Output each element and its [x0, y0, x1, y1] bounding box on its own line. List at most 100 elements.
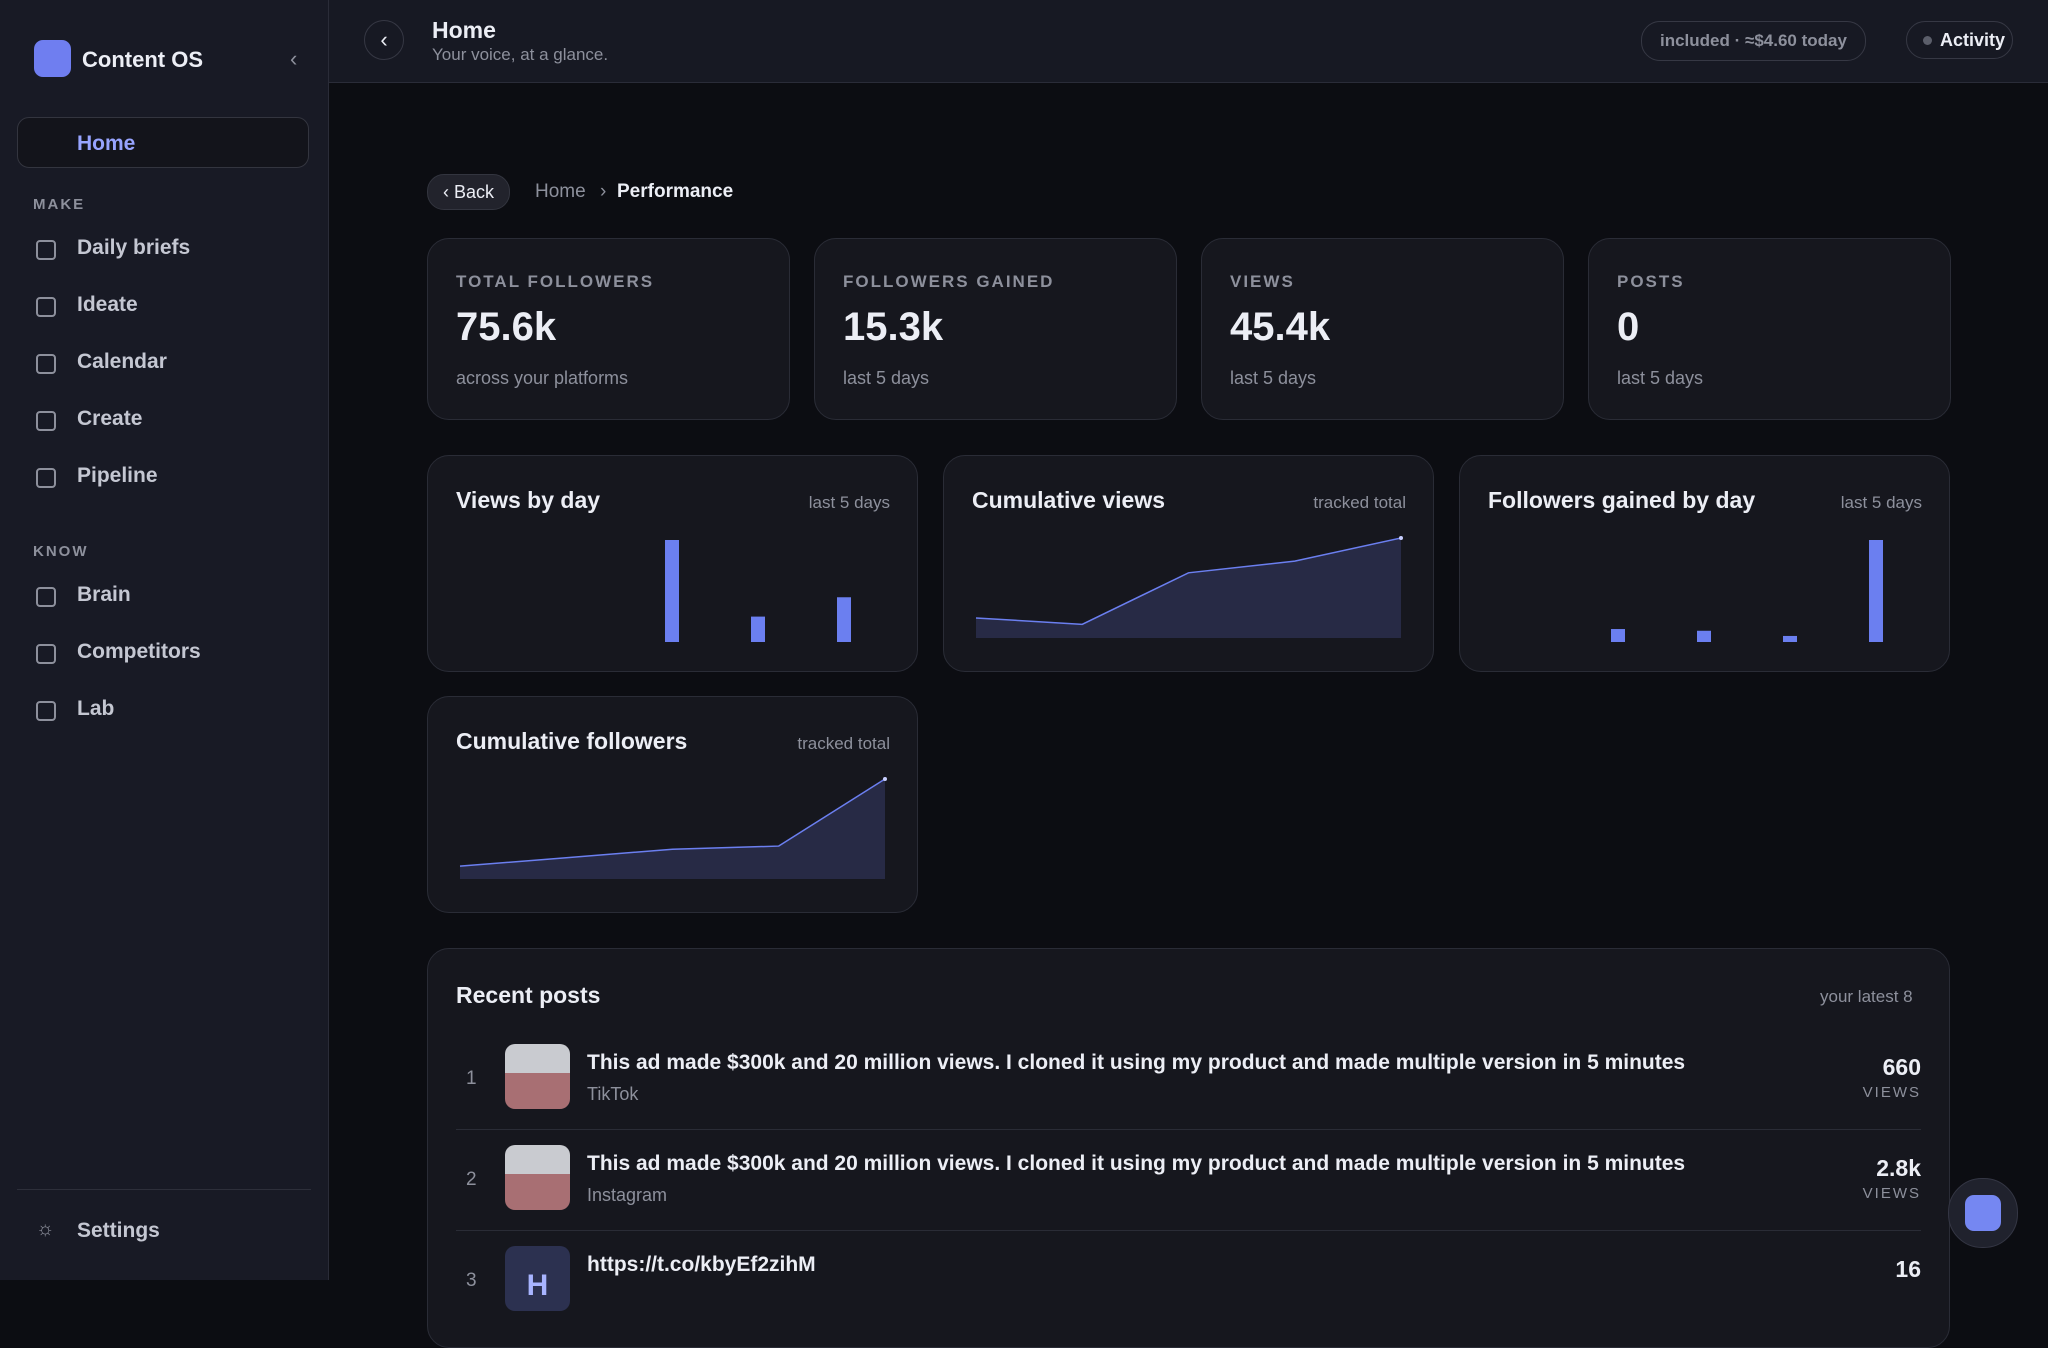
- nav-item[interactable]: Brain: [77, 583, 131, 606]
- back-button[interactable]: ‹: [364, 20, 404, 60]
- line: [975, 537, 1402, 626]
- nav-settings[interactable]: Settings: [77, 1219, 160, 1242]
- end-point: [883, 777, 887, 781]
- stat-label: VIEWS: [1230, 272, 1295, 291]
- chart: [459, 777, 887, 879]
- stat-label: FOLLOWERS GAINED: [843, 272, 1055, 291]
- end-point: [1399, 536, 1403, 540]
- post-unit: VIEWS: [1862, 1084, 1921, 1101]
- chart-note: tracked total: [1313, 493, 1406, 512]
- stat-value: 75.6k: [456, 305, 557, 349]
- nav-icon: [36, 297, 56, 317]
- activity[interactable]: [1906, 21, 2013, 59]
- post-value: 2.8k: [1876, 1155, 1921, 1181]
- sidebar: [0, 0, 329, 1280]
- divider: [17, 1189, 311, 1190]
- stat-card: [1588, 238, 1951, 420]
- chart: [975, 536, 1403, 638]
- stat-note: last 5 days: [1617, 368, 1704, 388]
- post-title: https://t.co/kbyEf2zihM: [587, 1253, 816, 1276]
- nav-icon: [36, 701, 56, 721]
- stat-card: [814, 238, 1177, 420]
- chart: [665, 540, 851, 642]
- nav-item[interactable]: Create: [77, 407, 143, 430]
- row-divider: [456, 1129, 1921, 1130]
- line: [459, 778, 886, 867]
- rank: 1: [466, 1068, 477, 1089]
- chart-title: Followers gained by day: [1488, 487, 1756, 513]
- nav-item[interactable]: Ideate: [77, 293, 138, 316]
- recent-title: Recent posts: [456, 982, 601, 1008]
- header-subtitle: Your voice, at a glance.: [432, 45, 609, 64]
- bar: [1783, 635, 1797, 642]
- stat-value: 15.3k: [843, 305, 944, 349]
- nav-icon: [36, 240, 56, 260]
- rank: 3: [466, 1270, 477, 1291]
- nav-icon: [36, 411, 56, 431]
- thumbnail: [505, 1145, 570, 1210]
- recent-posts: [427, 948, 1950, 1348]
- assistant[interactable]: [1948, 1178, 2018, 1248]
- post-unit: VIEWS: [1862, 1185, 1921, 1202]
- crumb-current: Performance: [617, 181, 734, 202]
- recent-note: your latest 8: [1820, 987, 1913, 1006]
- bar: [665, 540, 679, 642]
- stat-note: last 5 days: [843, 368, 930, 388]
- usage: included · ≈$4.60 today: [1641, 21, 1866, 61]
- nav-icon: [36, 468, 56, 488]
- thumbnail: H: [505, 1246, 570, 1311]
- nav-item[interactable]: Competitors: [77, 640, 201, 663]
- crumb-back[interactable]: ‹ Back: [427, 174, 511, 210]
- nav-icon: [36, 587, 56, 607]
- post-title: This ad made $300k and 20 million views.…: [587, 1051, 1686, 1074]
- nav-item[interactable]: Calendar: [77, 350, 167, 373]
- post-value: 660: [1882, 1054, 1921, 1080]
- bar: [1869, 540, 1883, 642]
- nav-home-label: Home: [77, 132, 136, 155]
- brand-logo: [34, 40, 71, 77]
- stat-card: [427, 238, 790, 420]
- chart-title: Views by day: [456, 487, 601, 513]
- crumb-sep: ›: [600, 181, 607, 202]
- post-value: 16: [1895, 1256, 1921, 1282]
- bar: [751, 616, 765, 642]
- platform: TikTok: [587, 1084, 639, 1104]
- row-divider: [456, 1230, 1921, 1231]
- stat-note: last 5 days: [1230, 368, 1317, 388]
- platform: Instagram: [587, 1185, 668, 1205]
- chart-note: last 5 days: [808, 493, 890, 512]
- crumb-home[interactable]: Home: [535, 181, 586, 202]
- stat-label: TOTAL FOLLOWERS: [456, 272, 655, 291]
- stat-value: 45.4k: [1230, 305, 1331, 349]
- header: [329, 0, 2048, 83]
- stat-card: [1201, 238, 1564, 420]
- nav-item[interactable]: Lab: [77, 697, 115, 720]
- collapse[interactable]: ‹: [290, 46, 298, 71]
- bar: [1611, 629, 1625, 642]
- stat-label: POSTS: [1617, 272, 1685, 291]
- nav-section: MAKE: [33, 196, 86, 213]
- stat-value: 0: [1617, 305, 1640, 349]
- chart: [1611, 540, 1883, 642]
- rank: 2: [466, 1169, 477, 1190]
- nav-item[interactable]: Daily briefs: [77, 236, 191, 259]
- chart-note: last 5 days: [1840, 493, 1922, 512]
- stat-note: across your platforms: [456, 368, 629, 388]
- area: [460, 779, 885, 879]
- nav-home[interactable]: [17, 117, 309, 168]
- thumbnail: [505, 1044, 570, 1109]
- activity-label: Activity: [1940, 30, 2006, 50]
- bar: [837, 597, 851, 642]
- nav-icon: [36, 644, 56, 664]
- nav-icon: [36, 354, 56, 374]
- bar: [1697, 630, 1711, 642]
- nav-item[interactable]: Pipeline: [77, 464, 158, 487]
- post-title: This ad made $300k and 20 million views.…: [587, 1152, 1686, 1175]
- header-title: Home: [432, 17, 496, 43]
- chart-title: Cumulative followers: [456, 728, 688, 754]
- area: [976, 538, 1401, 638]
- brand: Content OS: [82, 47, 203, 72]
- nav-icon: ☼: [36, 1218, 55, 1240]
- nav-section: KNOW: [33, 543, 89, 560]
